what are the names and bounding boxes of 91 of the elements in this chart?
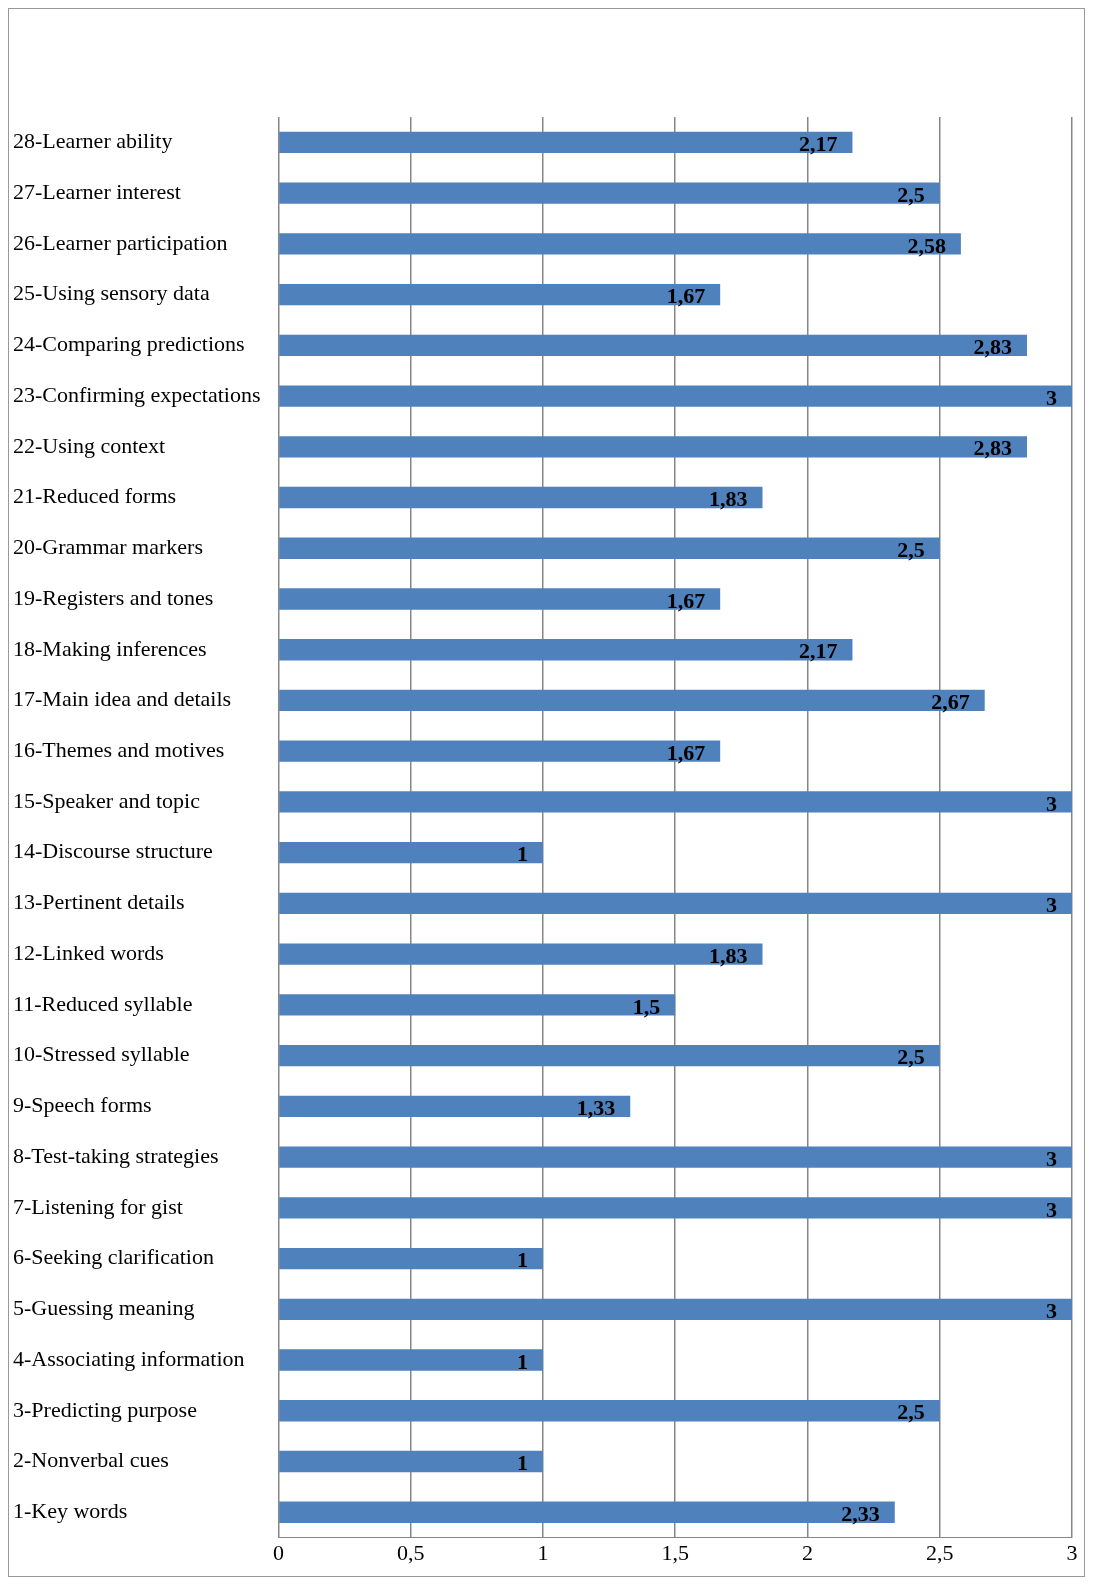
x-tick-label: 2,5	[925, 1539, 954, 1565]
data-label: 2,17	[798, 131, 838, 157]
bar	[279, 689, 985, 712]
y-tick-label: 25-Using sensory data	[13, 280, 210, 306]
data-label: 3	[1046, 1297, 1057, 1323]
bar	[279, 334, 1028, 356]
data-label: 2,5	[897, 536, 925, 562]
bar	[279, 588, 721, 610]
data-label: 3	[1046, 1196, 1057, 1222]
bar	[279, 537, 940, 559]
bar	[279, 943, 763, 965]
x-tick-label: 1	[537, 1539, 549, 1565]
data-label: 1,83	[709, 486, 748, 512]
data-label: 2,83	[973, 435, 1013, 461]
bar	[279, 1247, 543, 1270]
bar	[279, 892, 1072, 915]
data-label: 1	[516, 841, 528, 867]
data-label: 1,83	[709, 942, 748, 968]
y-tick-label: 1-Key words	[13, 1498, 128, 1524]
bar	[279, 131, 853, 154]
bar	[279, 1044, 940, 1067]
y-tick-label: 3-Predicting purpose	[13, 1396, 197, 1422]
data-label: 3	[1046, 384, 1057, 410]
bar	[279, 1197, 1072, 1219]
y-tick-label: 9-Speech forms	[13, 1092, 152, 1118]
y-tick-label: 24-Comparing predictions	[13, 331, 245, 357]
data-label: 1,67	[666, 283, 706, 309]
y-tick-label: 12-Linked words	[13, 939, 164, 965]
data-label: 1,5	[632, 993, 661, 1019]
bar	[279, 1450, 543, 1473]
bar	[279, 283, 721, 306]
bar	[279, 842, 543, 864]
y-tick-label: 2-Nonverbal cues	[13, 1447, 169, 1473]
bar	[279, 486, 763, 509]
data-label: 2,67	[931, 689, 970, 715]
y-tick-label: 13-Pertinent details	[13, 889, 185, 915]
y-tick-label: 15-Speaker and topic	[13, 787, 201, 813]
data-label: 2,5	[897, 1399, 925, 1425]
bar	[279, 1349, 543, 1371]
y-tick-label: 14-Discourse structure	[13, 838, 213, 864]
x-tick-label: 1,5	[661, 1539, 689, 1565]
x-tick-label: 0	[272, 1539, 284, 1565]
y-tick-label: 22-Using context	[13, 432, 166, 458]
y-tick-label: 27-Learner interest	[13, 178, 181, 204]
bar	[279, 994, 676, 1016]
data-label: 1	[516, 1450, 528, 1476]
y-tick-label: 11-Reduced syllable	[13, 990, 193, 1016]
bar	[279, 182, 940, 204]
data-label: 1	[516, 1247, 528, 1273]
bar	[279, 1095, 631, 1117]
bar	[279, 385, 1072, 407]
bar	[279, 1501, 895, 1523]
data-label: 2,5	[897, 181, 925, 207]
data-label: 3	[1046, 790, 1057, 816]
bar	[279, 233, 961, 255]
y-tick-label: 16-Themes and motives	[13, 736, 225, 762]
data-label: 2,58	[907, 232, 946, 258]
y-tick-label: 23-Confirming expectations	[13, 381, 261, 407]
data-label: 3	[1046, 892, 1057, 918]
bar	[279, 740, 721, 762]
x-tick-label: 0,5	[396, 1539, 425, 1565]
data-label: 1,67	[666, 587, 706, 613]
x-tick-label: 3	[1066, 1539, 1078, 1565]
y-tick-label: 21-Reduced forms	[13, 483, 177, 509]
data-label: 2,83	[973, 334, 1013, 359]
bar	[279, 791, 1072, 813]
y-tick-label: 8-Test-taking strategies	[13, 1142, 219, 1168]
y-tick-label: 5-Guessing meaning	[13, 1295, 195, 1321]
y-tick-label: 7-Listening for gist	[13, 1193, 183, 1219]
bar	[279, 1400, 940, 1422]
y-tick-label: 28-Learner ability	[13, 128, 173, 154]
y-tick-label: 17-Main idea and details	[13, 686, 232, 712]
y-tick-label: 18-Making inferences	[13, 635, 207, 661]
data-label: 2,17	[798, 638, 838, 664]
bar	[279, 436, 1028, 458]
data-label: 3	[1046, 1145, 1057, 1171]
y-tick-label: 10-Stressed syllable	[13, 1041, 190, 1067]
y-tick-label: 19-Registers and tones	[13, 584, 214, 610]
data-label: 1,33	[576, 1095, 616, 1121]
bar	[279, 639, 853, 661]
data-label: 1,67	[666, 739, 706, 765]
data-label: 2,5	[897, 1044, 925, 1070]
x-tick-label: 2	[801, 1539, 813, 1565]
y-tick-label: 26-Learner participation	[13, 229, 228, 255]
y-tick-label: 6-Seeking clarification	[13, 1244, 214, 1270]
data-label: 1	[516, 1348, 528, 1374]
bar	[279, 1298, 1072, 1320]
y-tick-label: 4-Associating information	[13, 1345, 245, 1371]
data-label: 2,33	[841, 1500, 880, 1526]
y-tick-label: 20-Grammar markers	[13, 534, 203, 560]
bar	[279, 1146, 1072, 1168]
